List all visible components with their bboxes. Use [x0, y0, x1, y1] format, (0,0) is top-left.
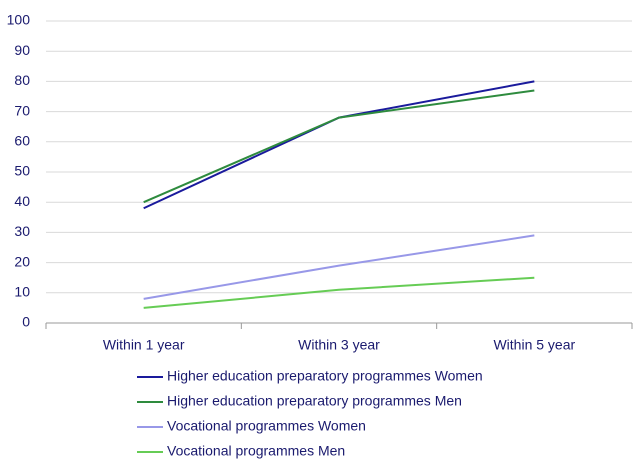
legend-label: Higher education preparatory programmes … [167, 368, 483, 384]
y-tick-label: 0 [22, 314, 30, 330]
x-tick-label: Within 1 year [103, 337, 185, 353]
y-tick-label: 30 [14, 223, 30, 239]
y-tick-label: 20 [14, 253, 30, 269]
y-tick-label: 100 [7, 12, 31, 28]
y-tick-label: 90 [14, 42, 30, 58]
series-line [143, 80, 535, 210]
y-tick-label: 40 [14, 193, 30, 209]
y-tick-label: 60 [14, 133, 30, 149]
legend-label: Higher education preparatory programmes … [167, 393, 462, 409]
series-line [143, 89, 535, 204]
y-tick-label: 50 [14, 163, 30, 179]
series-line [143, 276, 535, 309]
y-tick-label: 70 [14, 102, 30, 118]
x-tick-label: Within 5 year [493, 337, 575, 353]
legend-label: Vocational programmes Women [167, 418, 366, 434]
x-tick-label: Within 3 year [298, 337, 380, 353]
legend-label: Vocational programmes Men [167, 443, 345, 459]
series-line [143, 234, 535, 300]
y-tick-label: 80 [14, 72, 30, 88]
y-tick-label: 10 [14, 284, 30, 300]
